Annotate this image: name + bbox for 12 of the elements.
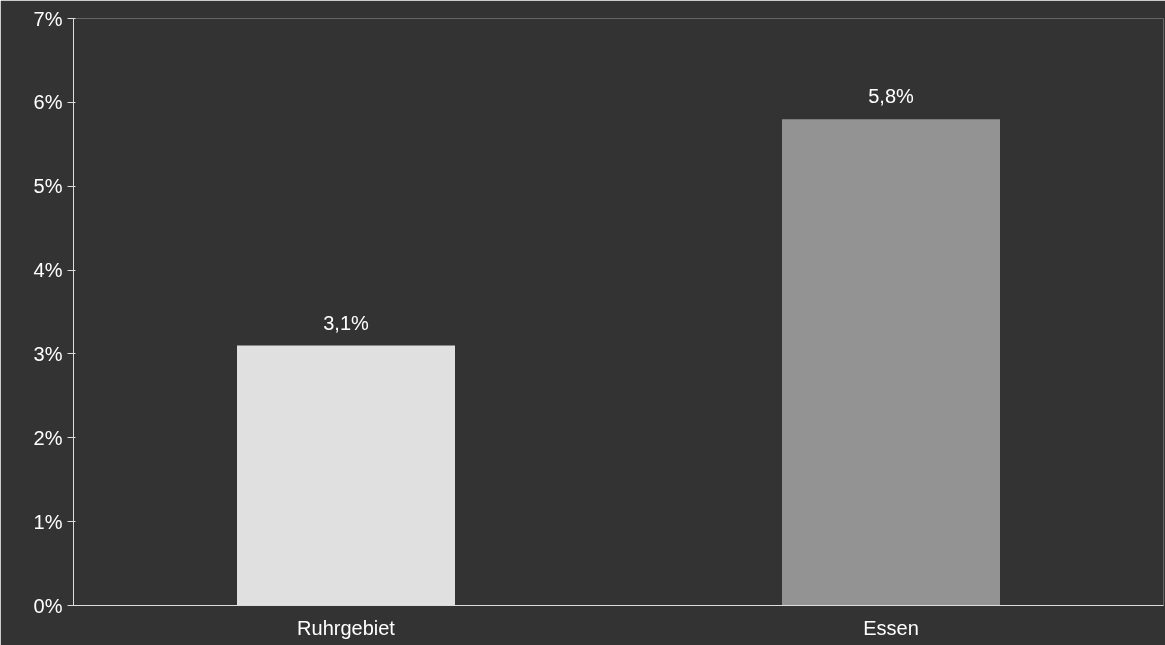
x-tick-label: Ruhrgebiet [297, 616, 396, 639]
x-tick-label: Essen [863, 616, 919, 639]
data-label: 5,8% [868, 85, 915, 108]
y-tick-label: 7% [33, 7, 63, 30]
y-tick-label: 5% [33, 175, 63, 198]
y-tick-label: 1% [33, 510, 63, 533]
y-tick-label: 4% [33, 259, 63, 282]
y-tick-label: 6% [33, 91, 63, 114]
y-tick-label: 0% [33, 594, 63, 617]
y-tick-label: 3% [33, 342, 63, 365]
y-tick-label: 2% [33, 426, 63, 449]
data-label: 3,1% [323, 311, 370, 334]
